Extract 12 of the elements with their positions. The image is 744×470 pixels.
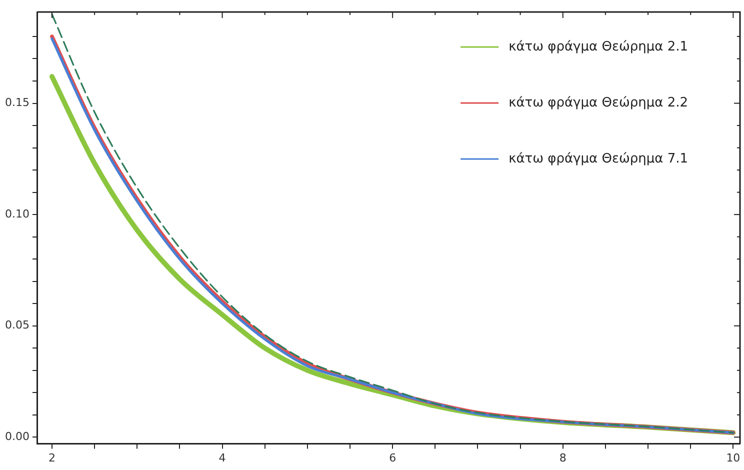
y-tick-label: 0.05	[4, 318, 30, 332]
x-tick-label: 2	[48, 451, 56, 464]
legend-label: κάτω φράγμα Θεώρημα 2.1	[508, 39, 688, 54]
x-tick-label: 10	[726, 451, 740, 464]
y-tick-label: 0.00	[4, 430, 30, 443]
legend-label: κάτω φράγμα Θεώρημα 2.2	[508, 95, 688, 110]
y-tick-label: 0.15	[4, 96, 30, 110]
x-tick-label: 4	[218, 451, 226, 464]
y-tick-label: 0.10	[4, 207, 30, 220]
legend-label: κάτω φράγμα Θεώρημα 7.1	[508, 151, 688, 166]
x-tick-label: 6	[389, 451, 396, 464]
x-tick-label: 8	[559, 451, 566, 464]
